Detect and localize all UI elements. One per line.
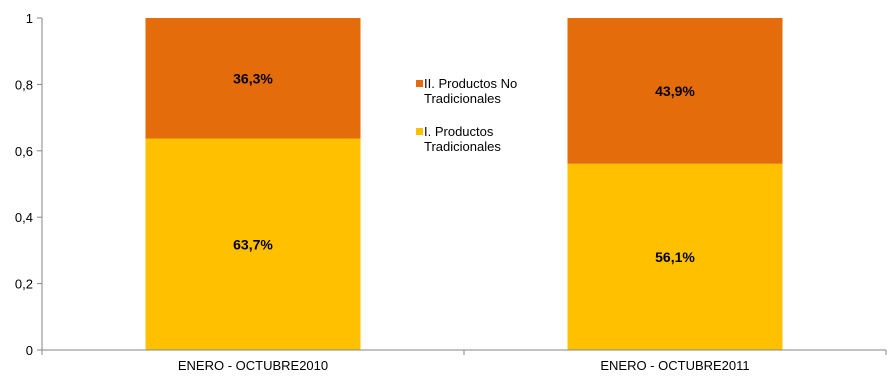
bar-segment-no-tradicionales-2 — [567, 18, 783, 164]
bar-segment-no-tradicionales-1 — [145, 18, 361, 139]
data-label-no-tradicionales-2: 43,9% — [655, 83, 695, 99]
x-tick-label-2: ENERO - OCTUBRE2011 — [600, 358, 749, 373]
legend-label-no-tradicionales-line-2: Tradicionales — [424, 91, 501, 106]
legend-swatch-no-tradicionales — [416, 80, 423, 87]
y-tick-label-2: 0,4 — [15, 210, 33, 225]
data-label-no-tradicionales-1: 36,3% — [233, 70, 273, 86]
bars-layer — [145, 18, 783, 350]
bar-segment-tradicionales-2 — [567, 163, 783, 350]
data-label-tradicionales-2: 56,1% — [655, 249, 695, 265]
y-tick-label-4: 0,8 — [15, 77, 33, 92]
bar-segment-tradicionales-1 — [145, 138, 361, 350]
legend-label-no-tradicionales-line-1: II. Productos No — [424, 76, 517, 91]
y-tick-label-0: 0 — [26, 343, 33, 358]
y-tick-label-5: 1 — [26, 11, 33, 26]
x-ticks-layer: ENERO - OCTUBRE2010 ENERO - OCTUBRE2011 — [41, 350, 887, 373]
legend-label-tradicionales-line-1: I. Productos — [424, 124, 494, 139]
y-ticks-layer: 0 0,2 0,4 0,6 0,8 1 — [15, 11, 42, 358]
legend-label-tradicionales-line-2: Tradicionales — [424, 139, 501, 154]
x-tick-label-1: ENERO - OCTUBRE2010 — [178, 358, 328, 373]
legend-swatch-tradicionales — [416, 128, 423, 135]
data-label-tradicionales-1: 63,7% — [233, 236, 273, 252]
y-tick-label-3: 0,6 — [15, 144, 33, 159]
y-tick-label-1: 0,2 — [15, 277, 33, 292]
data-labels-layer: 63,7% 36,3% 56,1% 43,9% — [233, 70, 695, 265]
